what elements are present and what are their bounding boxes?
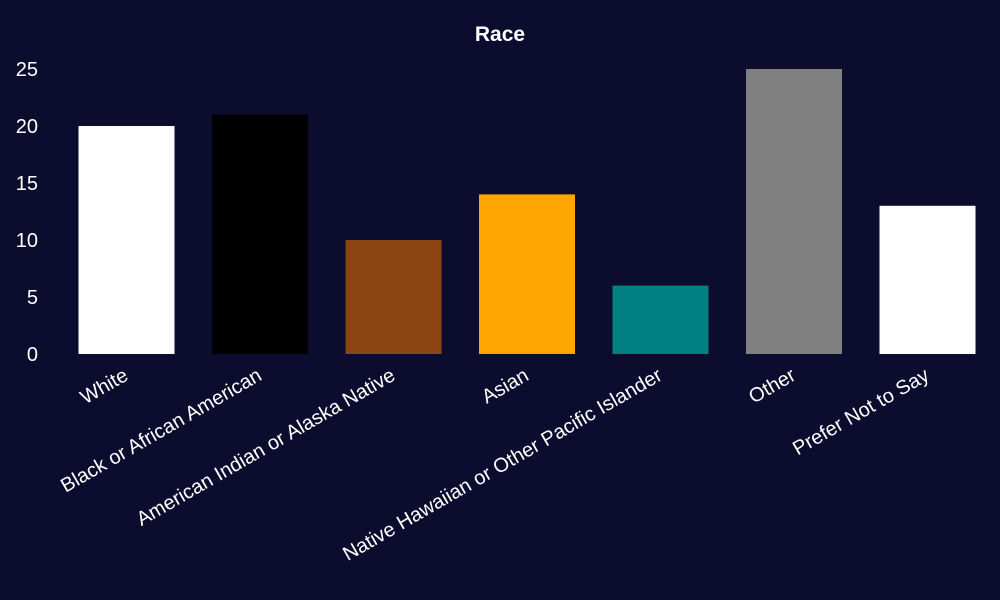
bar: [212, 114, 308, 354]
x-tick-label: Other: [745, 364, 800, 408]
y-tick-label: 0: [27, 344, 38, 366]
y-tick-label: 10: [16, 230, 38, 252]
y-axis: 0 5 10 15 20 25: [16, 59, 38, 366]
bar: [78, 126, 175, 354]
bar: [479, 194, 575, 354]
bars: [78, 69, 976, 354]
y-tick-label: 25: [16, 59, 38, 81]
bar: [345, 240, 442, 354]
x-tick-label: Asian: [478, 364, 532, 408]
bar: [879, 205, 976, 354]
y-tick-label: 5: [27, 287, 38, 309]
bar: [612, 285, 709, 354]
x-tick-label: Prefer Not to Say: [789, 364, 933, 460]
chart-title: Race: [475, 23, 525, 46]
bar: [746, 69, 842, 354]
x-tick-label: American Indian or Alaska Native: [133, 364, 399, 530]
y-tick-label: 20: [16, 116, 38, 138]
x-tick-label: White: [77, 364, 132, 409]
y-tick-label: 15: [16, 173, 38, 195]
